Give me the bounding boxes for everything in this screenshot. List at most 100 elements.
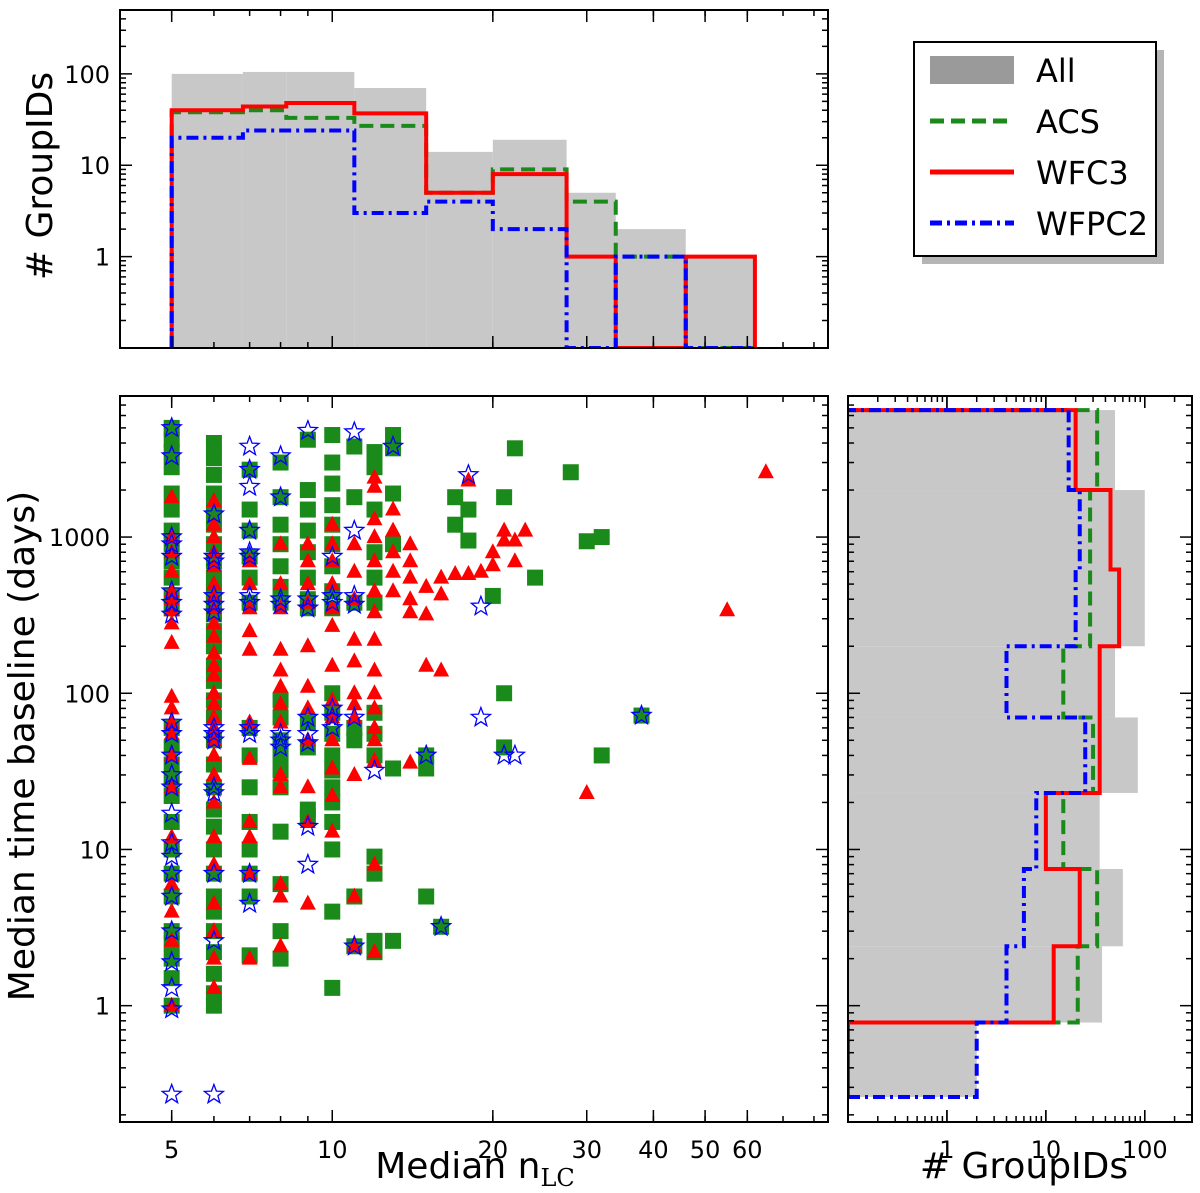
- top-series-wfc3: [169, 100, 757, 348]
- scatter-point-wfpc2: [160, 919, 183, 941]
- scatter-point-wfc3: [402, 535, 419, 551]
- scatter-point-wfpc2: [238, 891, 261, 914]
- scatter-point-wfc3: [205, 644, 222, 660]
- scatter-point-wfpc2: [160, 950, 183, 972]
- scatter-point-acs: [506, 440, 523, 457]
- scatter-point-wfc3: [757, 463, 774, 479]
- scatter-point-wfpc2: [296, 721, 320, 744]
- scatter-plot-area: [160, 416, 774, 1105]
- scatter-point-wfc3: [402, 603, 419, 619]
- top-bar-all: [171, 73, 243, 348]
- scatter-point-wfc3: [366, 468, 383, 484]
- scatter-point-wfpc2: [202, 584, 226, 606]
- scatter-series-acs: [163, 419, 650, 1014]
- scatter-point-wfpc2: [202, 929, 226, 951]
- scatter-point-wfc3: [366, 510, 383, 526]
- scatter-point-wfpc2: [320, 716, 344, 738]
- right-x-axis-label: # GroupIDs: [920, 1146, 1128, 1187]
- scatter-point-wfpc2: [202, 549, 226, 571]
- scatter-point-wfpc2: [269, 735, 292, 758]
- scatter-point-acs: [324, 813, 341, 830]
- main-x-tick-label: 50: [690, 1136, 721, 1164]
- top-y-tick-label: 1: [95, 244, 110, 272]
- scatter-point-wfpc2: [296, 587, 320, 609]
- scatter-point-wfc3: [324, 515, 341, 531]
- scatter-point-wfpc2: [320, 584, 344, 606]
- scatter-point-wfc3: [402, 753, 419, 769]
- scatter-point-acs: [299, 431, 316, 448]
- scatter-point-wfpc2: [296, 596, 320, 618]
- scatter-point-wfpc2: [630, 703, 653, 726]
- scatter-point-wfc3: [366, 943, 383, 959]
- scatter-point-wfc3: [324, 759, 341, 775]
- right-bar-all: [848, 490, 1145, 570]
- scatter-point-wfc3: [402, 568, 419, 584]
- scatter-point-acs: [366, 569, 383, 586]
- scatter-point-wfc3: [205, 684, 222, 700]
- scatter-point-wfpc2: [238, 474, 261, 497]
- scatter-point-acs: [241, 461, 258, 478]
- right-bar-all: [848, 868, 1123, 947]
- scatter-point-wfc3: [496, 531, 513, 547]
- scatter-point-wfc3: [205, 695, 222, 711]
- scatter-point-wfpc2: [381, 434, 405, 457]
- scatter-point-acs: [324, 747, 341, 764]
- right-bar-all: [848, 792, 1100, 869]
- scatter-point-wfpc2: [320, 705, 344, 728]
- scatter-point-wfc3: [418, 605, 435, 621]
- scatter-point-acs: [272, 747, 289, 764]
- scatter-point-wfc3: [324, 656, 341, 672]
- scatter-point-wfpc2: [160, 743, 183, 766]
- scatter-point-acs: [272, 823, 289, 840]
- right-plot-area: [848, 408, 1145, 1100]
- scatter-point-wfpc2: [160, 844, 183, 867]
- scatter-point-wfc3: [163, 931, 180, 947]
- scatter-point-wfc3: [460, 565, 477, 581]
- scatter-point-acs: [272, 923, 289, 940]
- right-x-tick-label: 100: [1122, 1136, 1168, 1164]
- scatter-point-acs: [299, 522, 316, 539]
- right-bar-all: [848, 1022, 977, 1098]
- scatter-point-wfc3: [299, 535, 316, 551]
- scatter-point-acs: [385, 485, 402, 502]
- main-frame: [119, 395, 829, 1123]
- main-x-axis-label-main: Median n: [375, 1146, 540, 1187]
- scatter-point-wfc3: [272, 765, 289, 781]
- scatter-point-acs: [205, 965, 222, 982]
- scatter-point-wfc3: [402, 552, 419, 568]
- right-bar-all: [848, 569, 1145, 647]
- scatter-point-wfc3: [205, 528, 222, 544]
- scatter-point-wfc3: [366, 552, 383, 568]
- top-series-wfpc2: [169, 128, 755, 348]
- scatter-point-wfpc2: [469, 705, 493, 728]
- top-step-line-wfpc2: [169, 128, 755, 348]
- scatter-point-wfpc2: [269, 728, 292, 750]
- scatter-point-wfc3: [385, 521, 402, 537]
- scatter-point-wfpc2: [503, 743, 527, 766]
- scatter-point-wfc3: [324, 786, 341, 802]
- legend-label-acs: ACS: [1036, 103, 1100, 141]
- scatter-point-wfc3: [272, 661, 289, 677]
- scatter-point-wfc3: [205, 656, 222, 672]
- scatter-point-wfpc2: [343, 592, 366, 615]
- scatter-point-wfc3: [299, 575, 316, 591]
- scatter-point-wfpc2: [320, 696, 344, 719]
- scatter-point-acs: [418, 888, 435, 905]
- scatter-point-wfc3: [366, 661, 383, 677]
- scatter-point-wfc3: [272, 887, 289, 903]
- scatter-point-wfc3: [163, 996, 180, 1012]
- scatter-point-wfc3: [385, 543, 402, 559]
- scatter-point-wfc3: [163, 562, 180, 578]
- scatter-point-wfc3: [506, 552, 523, 568]
- scatter-point-wfc3: [366, 603, 383, 619]
- scatter-point-wfpc2: [343, 584, 366, 606]
- scatter-point-wfpc2: [202, 728, 226, 750]
- scatter-point-wfc3: [346, 765, 363, 781]
- scatter-point-wfpc2: [457, 463, 480, 485]
- scatter-point-wfpc2: [238, 434, 261, 457]
- scatter-point-acs: [460, 532, 477, 549]
- scatter-point-wfc3: [272, 535, 289, 551]
- scatter-point-wfc3: [366, 477, 383, 493]
- main-y-tick-label: 10: [79, 836, 110, 864]
- top-bar-all: [426, 151, 493, 348]
